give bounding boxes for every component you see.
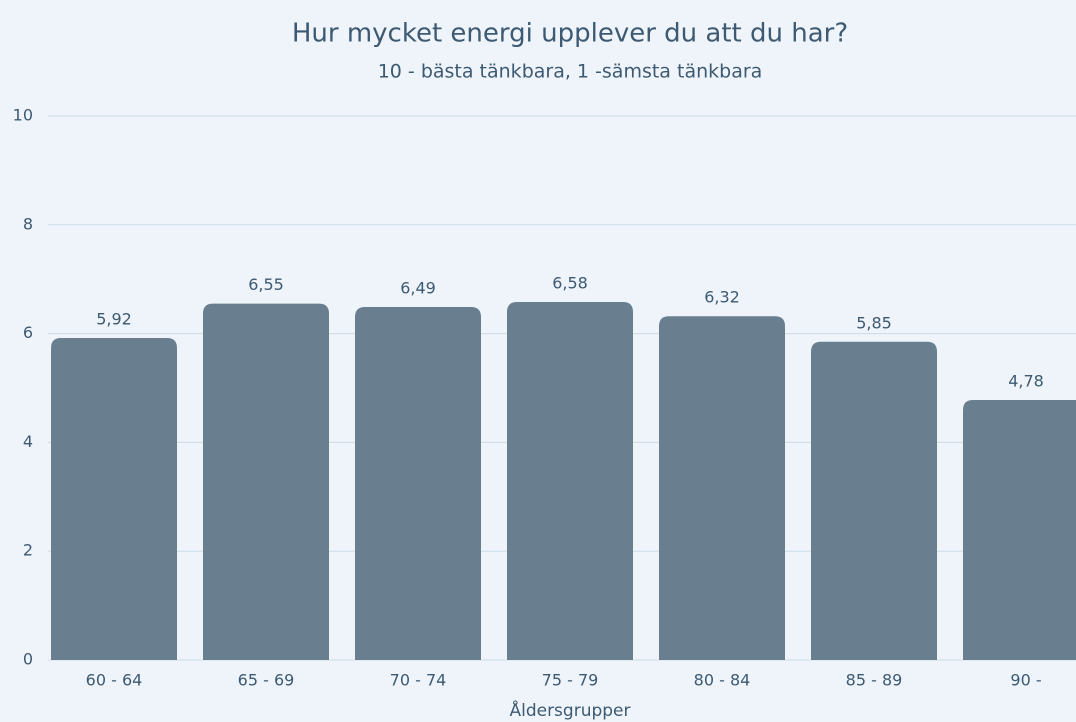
data-label: 6,55 (248, 275, 284, 294)
x-tick-label: 85 - 89 (846, 671, 903, 690)
x-tick-label: 65 - 69 (238, 671, 295, 690)
data-label: 4,78 (1008, 371, 1044, 390)
x-tick-label: 75 - 79 (542, 671, 599, 690)
data-label: 5,85 (856, 313, 892, 332)
y-tick-label: 0 (23, 650, 33, 669)
y-tick-label: 4 (23, 432, 33, 451)
bar (659, 316, 785, 660)
y-tick-label: 6 (23, 323, 33, 342)
data-label: 6,49 (400, 278, 436, 297)
bar (811, 341, 937, 660)
x-tick-label: 80 - 84 (694, 671, 751, 690)
bar (355, 306, 481, 660)
data-label: 5,92 (96, 309, 132, 328)
data-label: 6,32 (704, 288, 740, 307)
x-tick-label: 90 - (1010, 671, 1041, 690)
chart-title: Hur mycket energi upplever du att du har… (292, 19, 848, 49)
data-label: 6,58 (552, 274, 588, 293)
chart-subtitle: 10 - bästa tänkbara, 1 -sämsta tänkbara (378, 61, 763, 83)
x-tick-label: 60 - 64 (86, 671, 143, 690)
bar (963, 399, 1076, 660)
y-tick-label: 2 (23, 541, 33, 560)
y-tick-label: 8 (23, 214, 33, 233)
y-tick-label: 10 (13, 106, 33, 125)
bar (51, 337, 177, 660)
bar (203, 303, 329, 660)
bar (507, 302, 633, 660)
x-tick-label: 70 - 74 (390, 671, 447, 690)
x-axis-label: Åldersgrupper (509, 699, 630, 721)
